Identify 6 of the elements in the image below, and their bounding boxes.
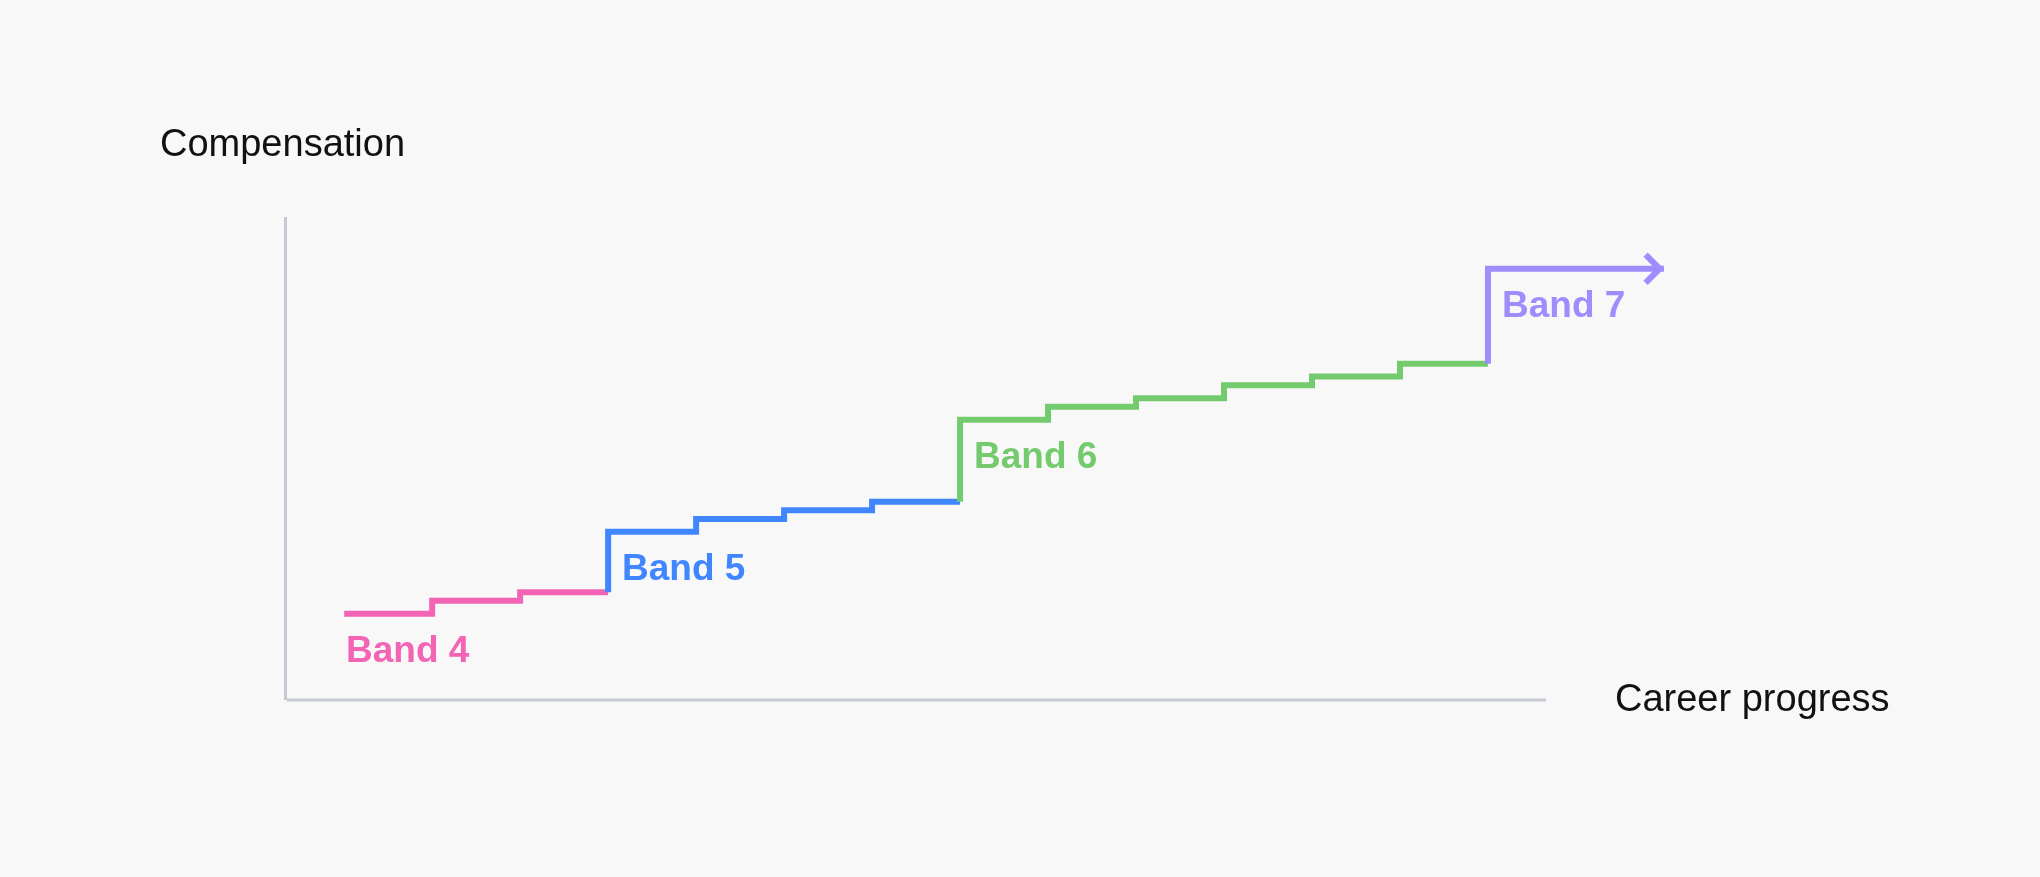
series-label: Band 6 (974, 435, 1098, 476)
series-label: Band 4 (346, 629, 470, 670)
x-axis-title: Career progress (1615, 677, 1890, 719)
series-label: Band 7 (1502, 284, 1626, 325)
y-axis-title: Compensation (160, 122, 406, 164)
series-label: Band 5 (622, 547, 746, 588)
